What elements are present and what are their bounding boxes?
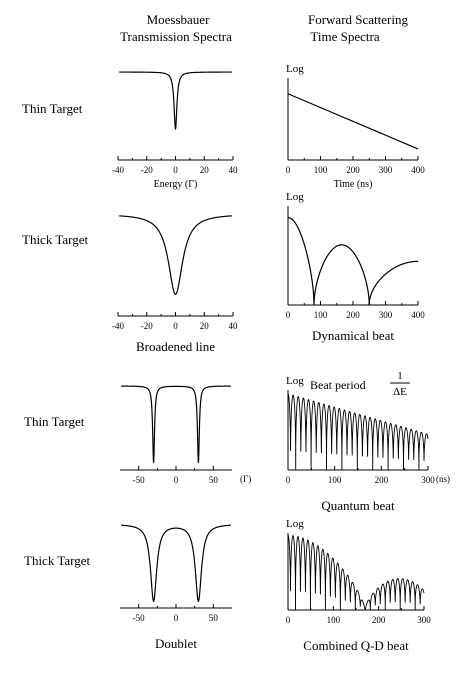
energy-spectrum-thin-doublet: (Γ) -50 0 50	[120, 385, 251, 485]
time-thin-doublet-tick-label-0: 0	[286, 475, 291, 485]
time-thin-doublet-annotation-numerator: 1	[397, 370, 403, 382]
row-label-4: Thick Target	[24, 553, 91, 568]
time-thin-single-tick-label-1: 100	[314, 165, 328, 175]
row-label-2: Thick Target	[22, 232, 89, 247]
time-thick-single-curve	[287, 217, 419, 306]
energy-spectrum-thick-doublet: Doublet -50 0 50	[120, 524, 232, 651]
energy-thin-doublet-tick-label-1: 0	[174, 475, 179, 485]
energy-thin-doublet-tick-label-0: -50	[133, 475, 145, 485]
time-thick-single-tick-label-1: 100	[314, 310, 328, 320]
time-thick-doublet-tick-label-3: 300	[417, 615, 431, 625]
time-spectrum-thin-single: Log Time (ns) 0 100 200 300 400	[286, 63, 426, 190]
energy-thick-single-tick-label-3: 20	[200, 321, 210, 331]
energy-thin-single-curve	[118, 71, 233, 130]
energy-thin-doublet-unit-label: (Γ)	[240, 474, 251, 484]
time-spectrum-thin-doublet: Log (ns) Quantum beat 0 100 200 300 Beat period…	[286, 370, 450, 513]
row-label-3: Thin Target	[24, 414, 85, 429]
time-thin-single-xlabel: Time (ns)	[334, 179, 373, 190]
right-header-line1: Forward Scattering	[308, 12, 409, 27]
time-thick-single-caption: Dynamical beat	[312, 328, 394, 343]
time-thick-doublet-ylabel: Log	[286, 518, 304, 530]
energy-thick-single-tick-label-4: 40	[229, 321, 239, 331]
left-header-line1: Moessbauer	[147, 12, 210, 27]
energy-thick-doublet-caption: Doublet	[155, 636, 197, 651]
time-thin-single-tick-label-3: 300	[379, 165, 393, 175]
time-thick-single-ylabel: Log	[286, 191, 304, 203]
time-spectrum-thick-single: Log Dynamical beat 0 100 200 300 400	[286, 191, 426, 343]
time-thin-doublet-curve	[287, 393, 429, 471]
time-thick-doublet-curve	[287, 534, 425, 611]
energy-spectrum-thick-single: Broadened line -40 -20 0 20 40	[112, 215, 239, 354]
time-thick-doublet-tick-label-1: 100	[327, 615, 341, 625]
time-thin-doublet-annotation: Beat period	[310, 378, 366, 392]
time-thin-single-curve	[287, 93, 419, 150]
energy-thick-single-caption: Broadened line	[136, 339, 215, 354]
energy-thick-single-tick-label-2: 0	[173, 321, 178, 331]
time-thick-single-tick-label-2: 200	[346, 310, 360, 320]
energy-thin-doublet-tick-label-2: 50	[209, 475, 219, 485]
time-thin-single-tick-label-2: 200	[346, 165, 360, 175]
time-thin-doublet-ylabel: Log	[286, 375, 304, 387]
time-thin-doublet-tick-label-1: 100	[328, 475, 342, 485]
time-spectrum-thick-doublet: Log Combined Q-D beat 0 100 200 300	[286, 518, 432, 653]
time-thick-doublet-tick-label-0: 0	[286, 615, 291, 625]
energy-thin-single-tick-label-1: -20	[141, 165, 153, 175]
energy-thin-single-tick-label-0: -40	[112, 165, 124, 175]
time-thin-single-ylabel: Log	[286, 63, 304, 75]
right-header-line2: Time Spectra	[310, 29, 379, 44]
energy-spectrum-thin-single: Energy (Γ) -40 -20 0 20 40	[112, 71, 239, 190]
energy-thick-single-tick-label-1: -20	[141, 321, 153, 331]
energy-thick-doublet-tick-label-1: 0	[174, 613, 179, 623]
row-label-1: Thin Target	[22, 101, 83, 116]
time-thin-doublet-tick-label-2: 200	[375, 475, 389, 485]
time-thin-doublet-unit-label: (ns)	[436, 474, 450, 484]
time-thick-doublet-tick-label-2: 200	[372, 615, 386, 625]
energy-thick-doublet-curve	[120, 524, 232, 602]
time-thin-doublet-tick-label-3: 300	[421, 475, 435, 485]
left-header-line2: Transmission Spectra	[120, 29, 232, 44]
energy-thin-single-xlabel: Energy (Γ)	[154, 179, 198, 190]
time-thick-single-tick-label-3: 300	[379, 310, 393, 320]
energy-thin-single-tick-label-2: 0	[173, 165, 178, 175]
time-thick-single-tick-label-4: 400	[411, 310, 425, 320]
time-thick-doublet-caption: Combined Q-D beat	[303, 638, 409, 653]
time-thin-single-tick-label-4: 400	[411, 165, 425, 175]
time-thick-single-tick-label-0: 0	[286, 310, 291, 320]
energy-thin-doublet-curve	[120, 385, 232, 463]
time-thin-doublet-caption: Quantum beat	[321, 498, 395, 513]
time-thin-doublet-annotation-denominator: ΔE	[393, 386, 407, 398]
energy-thick-doublet-tick-label-2: 50	[209, 613, 219, 623]
energy-thick-single-curve	[118, 215, 233, 295]
time-thin-single-tick-label-0: 0	[286, 165, 291, 175]
energy-thick-doublet-tick-label-0: -50	[133, 613, 145, 623]
energy-thin-single-tick-label-3: 20	[200, 165, 210, 175]
energy-thick-single-tick-label-0: -40	[112, 321, 124, 331]
energy-thin-single-tick-label-4: 40	[229, 165, 239, 175]
